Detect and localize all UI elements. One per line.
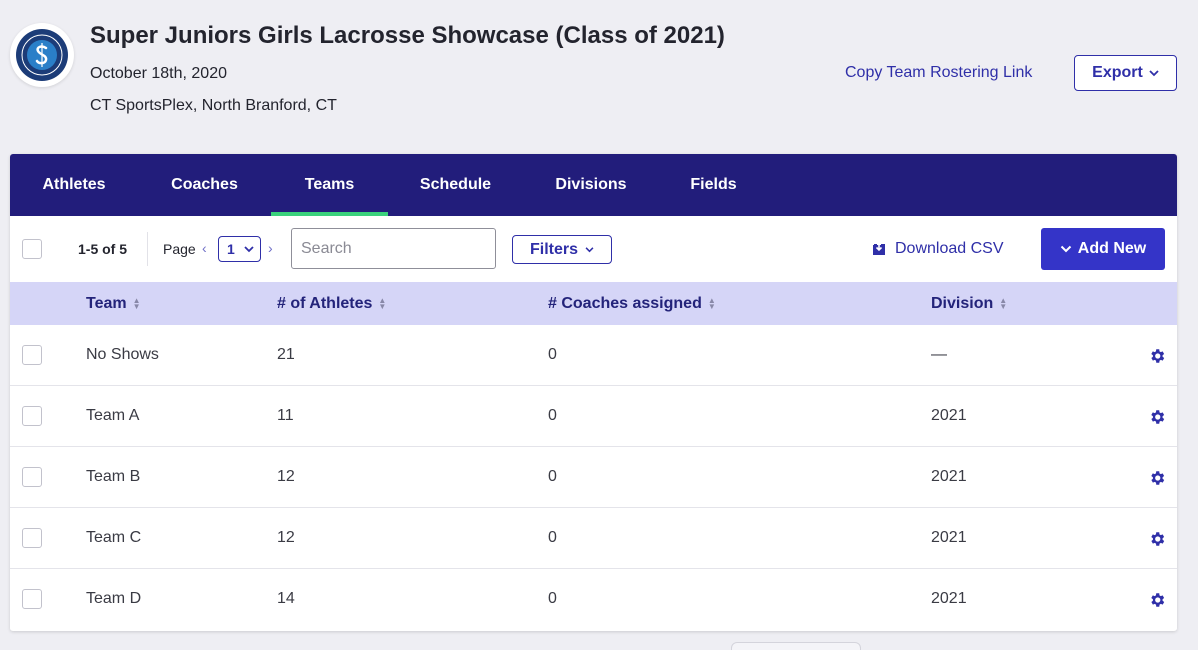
team-name: Team B [86,468,141,485]
column-label: Division [931,295,994,312]
row-checkbox[interactable] [22,528,42,548]
table-row: Team B 12 0 2021 [10,447,1177,508]
table-header: Team ▲ ▼ # of Athletes ▲ ▼ # Coaches assig… [10,282,1177,325]
next-page-icon[interactable]: › [268,240,273,256]
tab-schedule[interactable]: Schedule [388,154,523,216]
table-row: Team C 12 0 2021 [10,508,1177,569]
sort-icon: ▲ ▼ [132,296,141,311]
results-range: 1-5 of 5 [78,241,128,257]
sort-icon: ▲ ▼ [999,296,1008,311]
export-button-label: Export [1092,64,1143,81]
team-name: Team A [86,407,140,424]
chevron-down-icon [1060,245,1071,253]
table-row: No Shows 21 0 — [10,325,1177,386]
chevron-down-icon [1149,69,1159,76]
row-checkbox[interactable] [22,406,42,426]
toolbar-divider [147,232,148,266]
event-header: Super Juniors Girls Lacrosse Showcase (C… [0,0,1198,150]
athlete-count: 21 [277,346,295,363]
gear-icon[interactable] [1148,530,1166,548]
coach-count: 0 [548,346,557,363]
tab-label: Athletes [42,176,106,193]
event-logo [10,23,74,87]
chevron-down-icon [244,245,254,252]
teams-card: Athletes Coaches Teams Schedule Division… [10,154,1177,631]
gear-icon[interactable] [1148,408,1166,426]
athlete-count: 12 [277,468,295,485]
coach-count: 0 [548,590,557,607]
tab-athletes[interactable]: Athletes [10,154,138,216]
table-body: No Shows 21 0 — Team A 11 0 2021 Team B … [10,325,1177,630]
column-label: Team [86,295,127,312]
division: 2021 [931,407,967,424]
download-csv-label: Download CSV [895,240,1004,257]
tab-teams[interactable]: Teams [271,154,388,216]
row-checkbox[interactable] [22,345,42,365]
division: 2021 [931,590,967,607]
page-select[interactable]: 1 [218,236,261,262]
table-row: Team D 14 0 2021 [10,569,1177,630]
row-checkbox[interactable] [22,467,42,487]
column-header-coaches[interactable]: # Coaches assigned ▲ ▼ [548,295,716,313]
add-new-label: Add New [1077,240,1147,257]
athlete-count: 14 [277,590,295,607]
column-label: # of Athletes [277,295,373,312]
export-button[interactable]: Export [1074,55,1177,91]
coach-count: 0 [548,468,557,485]
column-header-athletes[interactable]: # of Athletes ▲ ▼ [277,295,386,313]
copy-team-rostering-link[interactable]: Copy Team Rostering Link [845,64,1033,81]
column-header-team[interactable]: Team ▲ ▼ [86,295,141,313]
tab-fields[interactable]: Fields [659,154,768,216]
event-date: October 18th, 2020 [90,65,227,82]
tab-divisions[interactable]: Divisions [523,154,659,216]
page-label: Page [163,241,196,257]
column-header-division[interactable]: Division ▲ ▼ [931,295,1007,313]
tab-label: Teams [304,176,355,193]
team-name: Team C [86,529,142,546]
page-select-value: 1 [227,241,235,257]
gear-icon[interactable] [1148,347,1166,365]
table-row: Team A 11 0 2021 [10,386,1177,447]
add-new-button[interactable]: Add New [1041,228,1165,270]
filters-button[interactable]: Filters [512,235,612,264]
select-all-checkbox[interactable] [22,239,42,259]
team-name: Team D [86,590,142,607]
pagination-tab-hint [731,642,861,650]
previous-page-icon[interactable]: ‹ [202,240,207,256]
tab-label: Schedule [419,176,492,193]
division: 2021 [931,529,967,546]
division: — [931,346,947,363]
coach-count: 0 [548,529,557,546]
tab-label: Fields [690,176,737,193]
tab-coaches[interactable]: Coaches [138,154,271,216]
download-icon [873,243,885,255]
tab-label: Coaches [171,176,238,193]
gear-icon[interactable] [1148,591,1166,609]
division: 2021 [931,468,967,485]
tab-label: Divisions [555,176,627,193]
page-title: Super Juniors Girls Lacrosse Showcase (C… [90,22,725,49]
table-toolbar: 1-5 of 5 Page ‹ 1 › Filters Download CSV… [10,216,1177,282]
sort-icon: ▲ ▼ [707,296,716,311]
chevron-down-icon [585,246,594,252]
filters-button-label: Filters [529,240,578,258]
sort-icon: ▲ ▼ [378,296,387,311]
athlete-count: 11 [277,407,294,424]
athlete-count: 12 [277,529,295,546]
coach-count: 0 [548,407,557,424]
event-location: CT SportsPlex, North Branford, CT [90,97,337,114]
column-label: # Coaches assigned [548,295,702,312]
row-checkbox[interactable] [22,589,42,609]
team-name: No Shows [86,346,159,363]
search-input[interactable] [291,228,496,269]
tab-bar: Athletes Coaches Teams Schedule Division… [10,154,1177,216]
super-juniors-logo-icon [16,29,68,81]
gear-icon[interactable] [1148,469,1166,487]
download-csv-button[interactable]: Download CSV [872,240,1004,258]
